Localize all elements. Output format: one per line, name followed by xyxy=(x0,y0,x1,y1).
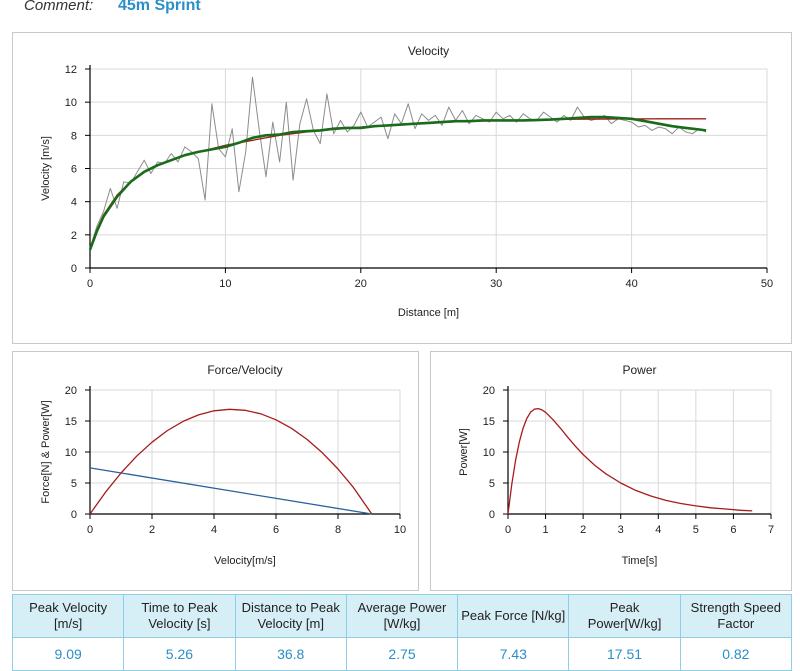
x-tick-label: 50 xyxy=(761,278,773,290)
series-line xyxy=(88,115,707,251)
y-tick-label: 4 xyxy=(71,197,77,209)
x-tick-label: 10 xyxy=(219,278,231,290)
comment-row: Comment: 45m Sprint xyxy=(0,0,800,22)
x-tick-label: 30 xyxy=(490,278,502,290)
comment-label: Comment: xyxy=(24,0,94,14)
series-line xyxy=(89,467,372,515)
x-axis-label: Time[s] xyxy=(622,555,658,567)
stats-value: 5.26 xyxy=(123,637,236,671)
comment-value: 45m Sprint xyxy=(118,0,201,14)
y-tick-label: 0 xyxy=(71,263,77,275)
y-axis-label: Power[W] xyxy=(458,428,470,476)
x-axis-label: Velocity[m/s] xyxy=(214,555,276,567)
stats-value: 7.43 xyxy=(457,637,570,671)
x-tick-label: 3 xyxy=(618,524,624,536)
y-tick-label: 15 xyxy=(483,416,495,428)
x-tick-label: 6 xyxy=(730,524,736,536)
stats-value-row: 9.09 5.26 36.8 2.75 7.43 17.51 0.82 xyxy=(11,637,793,671)
velocity-chart-panel: 0 10 20 30 40 50 0 2 4 6 8 10 12 Velocity Distance [m]… xyxy=(12,32,792,344)
series-line xyxy=(89,76,707,249)
y-axis-label: Force[N] & Power[W] xyxy=(40,400,52,503)
y-tick-label: 15 xyxy=(65,416,77,428)
x-tick-label: 20 xyxy=(355,278,367,290)
stats-table: Peak Velocity [m/s] Time to Peak Velocit… xyxy=(11,594,793,671)
force-velocity-chart: 0 2 4 6 8 10 0 5 10 15 20 Force/Velocity Velocity[m/… xyxy=(40,363,406,567)
series-line xyxy=(89,408,373,515)
stats-header: Time to Peak Velocity [s] xyxy=(123,594,236,638)
x-tick-label: 0 xyxy=(87,524,93,536)
x-tick-label: 2 xyxy=(149,524,155,536)
x-tick-label: 40 xyxy=(625,278,637,290)
x-tick-label: 4 xyxy=(211,524,217,536)
stats-header: Distance to Peak Velocity [m] xyxy=(234,594,347,638)
x-tick-label: 6 xyxy=(273,524,279,536)
y-tick-label: 6 xyxy=(71,164,77,176)
chart-title: Power xyxy=(622,363,656,377)
x-tick-label: 0 xyxy=(87,278,93,290)
stats-header: Strength Speed Factor xyxy=(679,594,793,638)
x-tick-label: 0 xyxy=(505,524,511,536)
x-tick-label: 8 xyxy=(335,524,341,536)
y-tick-label: 5 xyxy=(71,478,77,490)
power-chart: 0 1 2 3 4 5 6 7 0 5 10 15 20 Power Time[s] Power[W] xyxy=(458,363,774,567)
stats-value: 17.51 xyxy=(568,637,681,671)
stats-header: Peak Velocity [m/s] xyxy=(11,594,125,638)
y-tick-label: 10 xyxy=(65,447,77,459)
stats-value: 0.82 xyxy=(679,637,793,671)
y-tick-label: 10 xyxy=(483,447,495,459)
x-tick-label: 4 xyxy=(655,524,661,536)
stats-header: Peak Force [N/kg] xyxy=(457,594,570,638)
stats-header-row: Peak Velocity [m/s] Time to Peak Velocit… xyxy=(11,594,793,638)
x-axis-label: Distance [m] xyxy=(398,307,459,319)
series-line xyxy=(507,407,753,515)
y-tick-label: 5 xyxy=(489,478,495,490)
series-line xyxy=(89,118,707,251)
y-tick-label: 0 xyxy=(489,509,495,521)
y-axis-label: Velocity [m/s] xyxy=(40,136,52,201)
stats-value: 36.8 xyxy=(234,637,347,671)
chart-title: Velocity xyxy=(408,44,449,58)
velocity-chart: 0 10 20 30 40 50 0 2 4 6 8 10 12 Velocity Distance [m]… xyxy=(40,44,773,319)
force-velocity-chart-panel: 0 2 4 6 8 10 0 5 10 15 20 Force/Velocity Velocity[m/… xyxy=(12,351,419,591)
y-tick-label: 0 xyxy=(71,509,77,521)
x-tick-label: 7 xyxy=(768,524,774,536)
stats-value: 2.75 xyxy=(345,637,459,671)
y-tick-label: 20 xyxy=(483,385,495,397)
x-tick-label: 10 xyxy=(394,524,406,536)
x-tick-label: 1 xyxy=(543,524,549,536)
stats-header: Average Power [W/kg] xyxy=(345,594,459,638)
y-tick-label: 8 xyxy=(71,130,77,142)
y-tick-label: 20 xyxy=(65,385,77,397)
y-tick-label: 10 xyxy=(65,97,77,109)
stats-value: 9.09 xyxy=(11,637,125,671)
y-tick-label: 2 xyxy=(71,230,77,242)
chart-title: Force/Velocity xyxy=(207,363,282,377)
x-tick-label: 2 xyxy=(580,524,586,536)
power-chart-panel: 0 1 2 3 4 5 6 7 0 5 10 15 20 Power Time[s] Power[W] xyxy=(430,351,792,591)
x-tick-label: 5 xyxy=(693,524,699,536)
stats-header: Peak Power[W/kg] xyxy=(568,594,681,638)
y-tick-label: 12 xyxy=(65,64,77,76)
